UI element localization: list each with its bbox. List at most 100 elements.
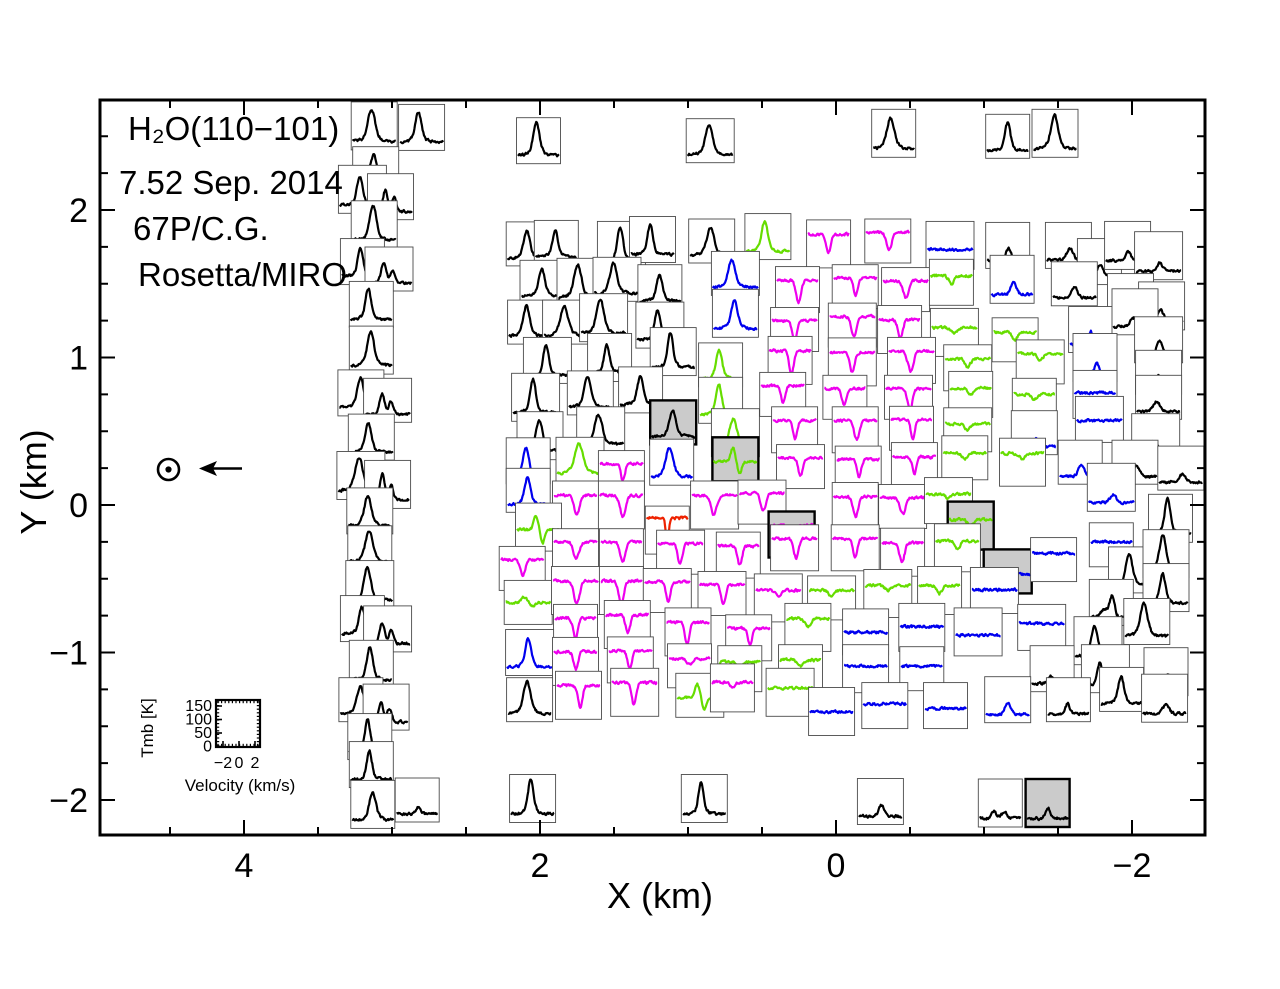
spectrum-box	[775, 266, 820, 314]
spectrum-line-m	[829, 313, 876, 338]
spectrum-line-m	[553, 648, 598, 672]
spectrum-line-k	[682, 781, 727, 816]
spectrum-box	[711, 436, 760, 483]
spectrum-box	[831, 264, 879, 310]
spectrum-line-k	[351, 791, 395, 822]
spectrum-line-k	[986, 121, 1029, 153]
spectrum-line-m	[556, 682, 601, 710]
spectrum-line-m	[776, 278, 819, 305]
spectrum-box	[555, 670, 602, 720]
spectrum-line-m	[882, 278, 929, 299]
legend-velocity-tick-label: −2	[214, 755, 232, 772]
spectrum-box	[610, 667, 660, 717]
spectrum-box	[856, 778, 904, 825]
spectrum-box	[1157, 445, 1205, 491]
spectrum-line-g	[925, 491, 972, 501]
spectrum-line-m	[755, 587, 802, 598]
spectrum-line-m	[890, 417, 933, 441]
spectrum-box	[1135, 374, 1183, 420]
spectrum-box	[985, 113, 1031, 159]
spectrum-box	[969, 567, 1019, 614]
spectrum-box	[1050, 261, 1098, 307]
spectrum-line-b	[900, 663, 943, 669]
spectrum-line-m	[500, 557, 545, 578]
spectra-grid	[336, 101, 1205, 829]
spectrum-box	[1141, 673, 1189, 723]
spectrum-line-b	[1090, 539, 1133, 545]
spectrum-line-k	[517, 120, 560, 158]
spectrum-box	[861, 682, 909, 730]
y-tick-label: 1	[69, 340, 88, 378]
spectrum-line-b	[650, 447, 694, 479]
spectrum-line-g	[864, 582, 912, 593]
spectrum-box	[977, 778, 1023, 828]
y-tick-label: −1	[49, 635, 88, 673]
spectrum-box	[350, 101, 398, 151]
spectrum-line-g	[712, 446, 758, 475]
spectrum-line-m	[888, 348, 935, 373]
spectrum-box	[555, 436, 605, 482]
spectrum-line-g	[918, 583, 961, 596]
spectrum-box	[776, 444, 825, 490]
spectrum-box	[506, 677, 554, 723]
spectrum-line-k	[1142, 702, 1187, 717]
spectrum-line-m	[604, 612, 650, 635]
spectrum-line-g	[944, 356, 992, 369]
spectrum-line-b	[971, 587, 1018, 593]
spectrum-line-k	[858, 803, 903, 819]
spectrum-box	[753, 573, 803, 623]
spectrum-line-k	[510, 778, 555, 817]
spectrum-line-g	[944, 421, 992, 432]
spectrum-box	[953, 607, 1003, 657]
spectrum-box	[709, 663, 755, 713]
spectrum-box	[871, 108, 917, 158]
spectrum-box	[808, 687, 856, 736]
spectrum-box	[642, 568, 692, 613]
legend-tmb-tick-label: 50	[194, 725, 212, 742]
spectrum-line-g	[934, 538, 980, 551]
x-tick-label: 0	[827, 847, 846, 885]
spectrum-line-k	[1052, 286, 1097, 300]
spectrum-box	[348, 280, 394, 328]
spectrum-line-m	[771, 536, 818, 561]
spectrum-box	[394, 777, 440, 823]
spectrum-box	[941, 435, 989, 481]
spectrum-line-b	[985, 701, 1030, 717]
spectrum-line-m	[644, 579, 691, 603]
spectrum-box	[784, 602, 832, 652]
spectrum-box	[1134, 231, 1184, 281]
spectrum-box	[685, 118, 735, 164]
spectrum-line-g	[808, 587, 856, 598]
spectrum-line-m	[711, 679, 754, 689]
spectrum-line-m	[611, 679, 658, 706]
x-tick-label: 4	[235, 847, 254, 885]
spectrum-line-m	[726, 625, 771, 646]
spectrum-line-m	[833, 275, 878, 298]
annotations: H₂O(110−101) 7.52 Sep. 2014 67P/C.G. Ros…	[13, 110, 713, 916]
spectrum-line-m	[885, 386, 932, 411]
spectrum-line-k	[350, 330, 393, 368]
spectrum-box	[984, 676, 1032, 724]
spectrum-box	[989, 254, 1035, 304]
spectrum-box	[1074, 395, 1124, 443]
spectrum-line-m	[768, 348, 812, 376]
spectrum-box	[881, 267, 931, 313]
spectrum-line-m	[668, 656, 711, 666]
spectrum-box	[1030, 537, 1078, 583]
legend-tmb-tick-label: 0	[203, 739, 212, 756]
spectrum-box	[533, 219, 579, 265]
spectrum-line-g	[505, 595, 552, 608]
spectrum-line-m	[552, 578, 599, 605]
spectrum-box	[656, 529, 706, 575]
title-instrument-line: Rosetta/MIRO	[138, 256, 347, 293]
spectrum-line-b	[1087, 493, 1135, 506]
spectrum-line-k	[1135, 261, 1182, 274]
spectrum-line-m	[666, 619, 710, 645]
spectrum-box	[864, 218, 912, 264]
legend-tmb-tick-label: 100	[185, 712, 212, 729]
spectrum-box	[348, 325, 394, 375]
spectrum-line-k	[686, 124, 734, 157]
spectrum-line-m	[553, 492, 598, 516]
spectrum-line-g	[1000, 450, 1045, 461]
spectrum-box	[503, 579, 553, 625]
